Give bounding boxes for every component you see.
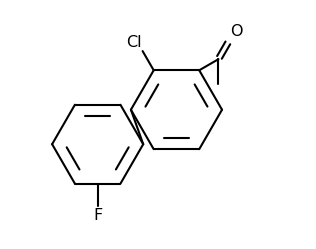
- Text: O: O: [230, 24, 243, 39]
- Text: Cl: Cl: [126, 35, 141, 50]
- Text: F: F: [93, 208, 102, 223]
